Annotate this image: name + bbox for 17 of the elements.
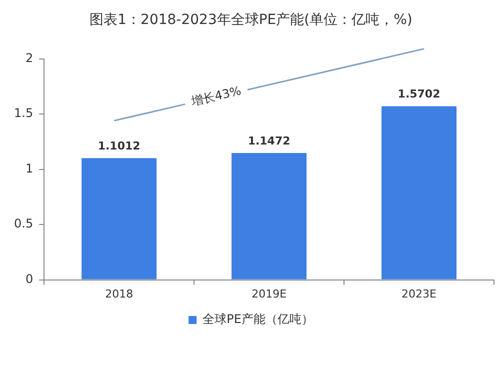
bar xyxy=(232,153,307,280)
y-tick-label: 0 xyxy=(25,272,34,286)
y-tick-label: 1 xyxy=(25,161,34,176)
x-tick-label: 2023E xyxy=(402,287,437,300)
chart-title: 图表1：2018-2023年全球PE产能(单位：亿吨，%) xyxy=(90,12,412,28)
data-label: 1.1012 xyxy=(98,139,140,152)
x-tick-label: 2019E xyxy=(252,287,287,300)
y-tick-label: 2 xyxy=(25,50,34,65)
y-tick-label: 1.5 xyxy=(14,106,34,120)
bar xyxy=(82,158,157,280)
data-label: 1.1472 xyxy=(248,134,290,148)
y-tick-label: 0.5 xyxy=(14,216,34,231)
x-tick-label: 2018 xyxy=(105,287,134,300)
data-label: 1.5702 xyxy=(398,88,440,101)
legend-label: 全球PE产能（亿吨） xyxy=(202,312,314,326)
annotation: 增长43% xyxy=(188,84,242,109)
bar xyxy=(382,106,457,280)
